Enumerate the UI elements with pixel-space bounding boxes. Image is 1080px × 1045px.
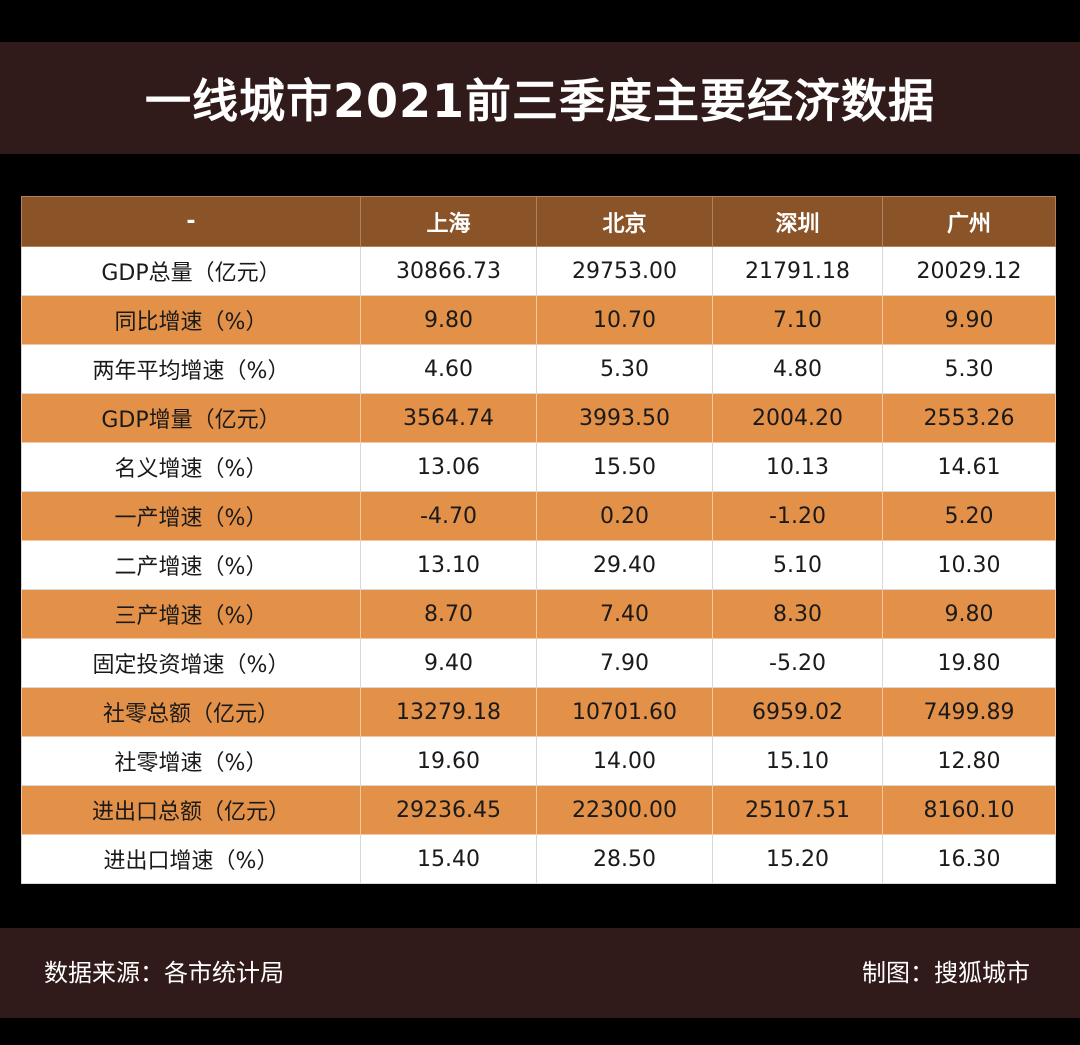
- table-cell-value: -1.20: [712, 491, 883, 541]
- table-row: 三产增速（%） 8.70 7.40 8.30 9.80: [21, 589, 1056, 639]
- row-label: 名义增速（%）: [21, 442, 361, 492]
- table-cell-value: 10.30: [882, 540, 1056, 590]
- table-row: GDP增量（亿元） 3564.74 3993.50 2004.20 2553.26: [21, 393, 1056, 443]
- table-cell-value: 3993.50: [536, 393, 713, 443]
- table-cell-value: 15.50: [536, 442, 713, 492]
- table-cell-value: 9.80: [360, 295, 537, 345]
- table-cell-value: 7.10: [712, 295, 883, 345]
- table-row: 两年平均增速（%） 4.60 5.30 4.80 5.30: [21, 344, 1056, 394]
- table-cell-value: 5.30: [536, 344, 713, 394]
- table-cell-value: 29.40: [536, 540, 713, 590]
- table-cell-value: 0.20: [536, 491, 713, 541]
- table-header-city: 上海: [360, 196, 537, 247]
- table-row: 进出口总额（亿元） 29236.45 22300.00 25107.51 8160.10: [21, 785, 1056, 835]
- row-label: 进出口增速（%）: [21, 834, 361, 884]
- table-row: 社零增速（%） 19.60 14.00 15.10 12.80: [21, 736, 1056, 786]
- row-label: GDP增量（亿元）: [21, 393, 361, 443]
- table-header-city: 深圳: [712, 196, 883, 247]
- table-cell-value: 14.00: [536, 736, 713, 786]
- table-cell-value: 9.40: [360, 638, 537, 688]
- table-cell-value: 9.80: [882, 589, 1056, 639]
- table-header-city: 广州: [882, 196, 1056, 247]
- table-header-row: - 上海 北京 深圳 广州: [21, 196, 1056, 247]
- table-cell-value: 13.10: [360, 540, 537, 590]
- table-cell-value: 5.10: [712, 540, 883, 590]
- table-row: 社零总额（亿元） 13279.18 10701.60 6959.02 7499.89: [21, 687, 1056, 737]
- row-label: 进出口总额（亿元）: [21, 785, 361, 835]
- table-row: GDP总量（亿元） 30866.73 29753.00 21791.18 20029.1…: [21, 246, 1056, 296]
- table-cell-value: 15.10: [712, 736, 883, 786]
- table-cell-value: 16.30: [882, 834, 1056, 884]
- row-label: 社零总额（亿元）: [21, 687, 361, 737]
- table-cell-value: 30866.73: [360, 246, 537, 296]
- table-cell-value: 8.70: [360, 589, 537, 639]
- row-label: 两年平均增速（%）: [21, 344, 361, 394]
- table-row: 进出口增速（%） 15.40 28.50 15.20 16.30: [21, 834, 1056, 884]
- title-banner: 一线城市2021前三季度主要经济数据: [0, 42, 1080, 154]
- table-row: 固定投资增速（%） 9.40 7.90 -5.20 19.80: [21, 638, 1056, 688]
- table-row: 名义增速（%） 13.06 15.50 10.13 14.61: [21, 442, 1056, 492]
- row-label: 同比增速（%）: [21, 295, 361, 345]
- table-cell-value: 25107.51: [712, 785, 883, 835]
- table-cell-value: -5.20: [712, 638, 883, 688]
- table-header-corner: -: [21, 196, 361, 247]
- table-cell-value: 10.13: [712, 442, 883, 492]
- table-cell-value: 22300.00: [536, 785, 713, 835]
- table-cell-value: 2004.20: [712, 393, 883, 443]
- table-cell-value: 14.61: [882, 442, 1056, 492]
- table-cell-value: -4.70: [360, 491, 537, 541]
- table-cell-value: 8.30: [712, 589, 883, 639]
- table-cell-value: 13279.18: [360, 687, 537, 737]
- row-label: 一产增速（%）: [21, 491, 361, 541]
- table-cell-value: 5.30: [882, 344, 1056, 394]
- table-body: GDP总量（亿元） 30866.73 29753.00 21791.18 20029.1…: [21, 246, 1056, 884]
- table-row: 同比增速（%） 9.80 10.70 7.10 9.90: [21, 295, 1056, 345]
- table-cell-value: 8160.10: [882, 785, 1056, 835]
- table-cell-value: 10701.60: [536, 687, 713, 737]
- chart-credit: 制图：搜狐城市: [862, 959, 1030, 987]
- page-title: 一线城市2021前三季度主要经济数据: [144, 74, 936, 128]
- table-cell-value: 20029.12: [882, 246, 1056, 296]
- table-cell-value: 15.20: [712, 834, 883, 884]
- table-cell-value: 7.40: [536, 589, 713, 639]
- table-cell-value: 29236.45: [360, 785, 537, 835]
- table-cell-value: 6959.02: [712, 687, 883, 737]
- data-table-container: - 上海 北京 深圳 广州 GDP总量（亿元） 30866.73 29753.00 2…: [21, 196, 1056, 884]
- row-label: 二产增速（%）: [21, 540, 361, 590]
- table-cell-value: 13.06: [360, 442, 537, 492]
- table-cell-value: 5.20: [882, 491, 1056, 541]
- table-cell-value: 29753.00: [536, 246, 713, 296]
- table-row: 一产增速（%） -4.70 0.20 -1.20 5.20: [21, 491, 1056, 541]
- table-cell-value: 7499.89: [882, 687, 1056, 737]
- table-cell-value: 7.90: [536, 638, 713, 688]
- table-cell-value: 9.90: [882, 295, 1056, 345]
- table-cell-value: 10.70: [536, 295, 713, 345]
- table-cell-value: 28.50: [536, 834, 713, 884]
- row-label: 固定投资增速（%）: [21, 638, 361, 688]
- row-label: 三产增速（%）: [21, 589, 361, 639]
- table-cell-value: 4.80: [712, 344, 883, 394]
- table-cell-value: 12.80: [882, 736, 1056, 786]
- table-cell-value: 4.60: [360, 344, 537, 394]
- table-cell-value: 2553.26: [882, 393, 1056, 443]
- footer-banner: 数据来源：各市统计局 制图：搜狐城市: [0, 928, 1080, 1018]
- table-cell-value: 15.40: [360, 834, 537, 884]
- row-label: 社零增速（%）: [21, 736, 361, 786]
- table-cell-value: 19.80: [882, 638, 1056, 688]
- table-cell-value: 19.60: [360, 736, 537, 786]
- data-source-note: 数据来源：各市统计局: [44, 959, 284, 987]
- table-cell-value: 21791.18: [712, 246, 883, 296]
- row-label: GDP总量（亿元）: [21, 246, 361, 296]
- data-table: - 上海 北京 深圳 广州 GDP总量（亿元） 30866.73 29753.00 2…: [21, 196, 1056, 884]
- table-cell-value: 3564.74: [360, 393, 537, 443]
- table-row: 二产增速（%） 13.10 29.40 5.10 10.30: [21, 540, 1056, 590]
- table-header-city: 北京: [536, 196, 713, 247]
